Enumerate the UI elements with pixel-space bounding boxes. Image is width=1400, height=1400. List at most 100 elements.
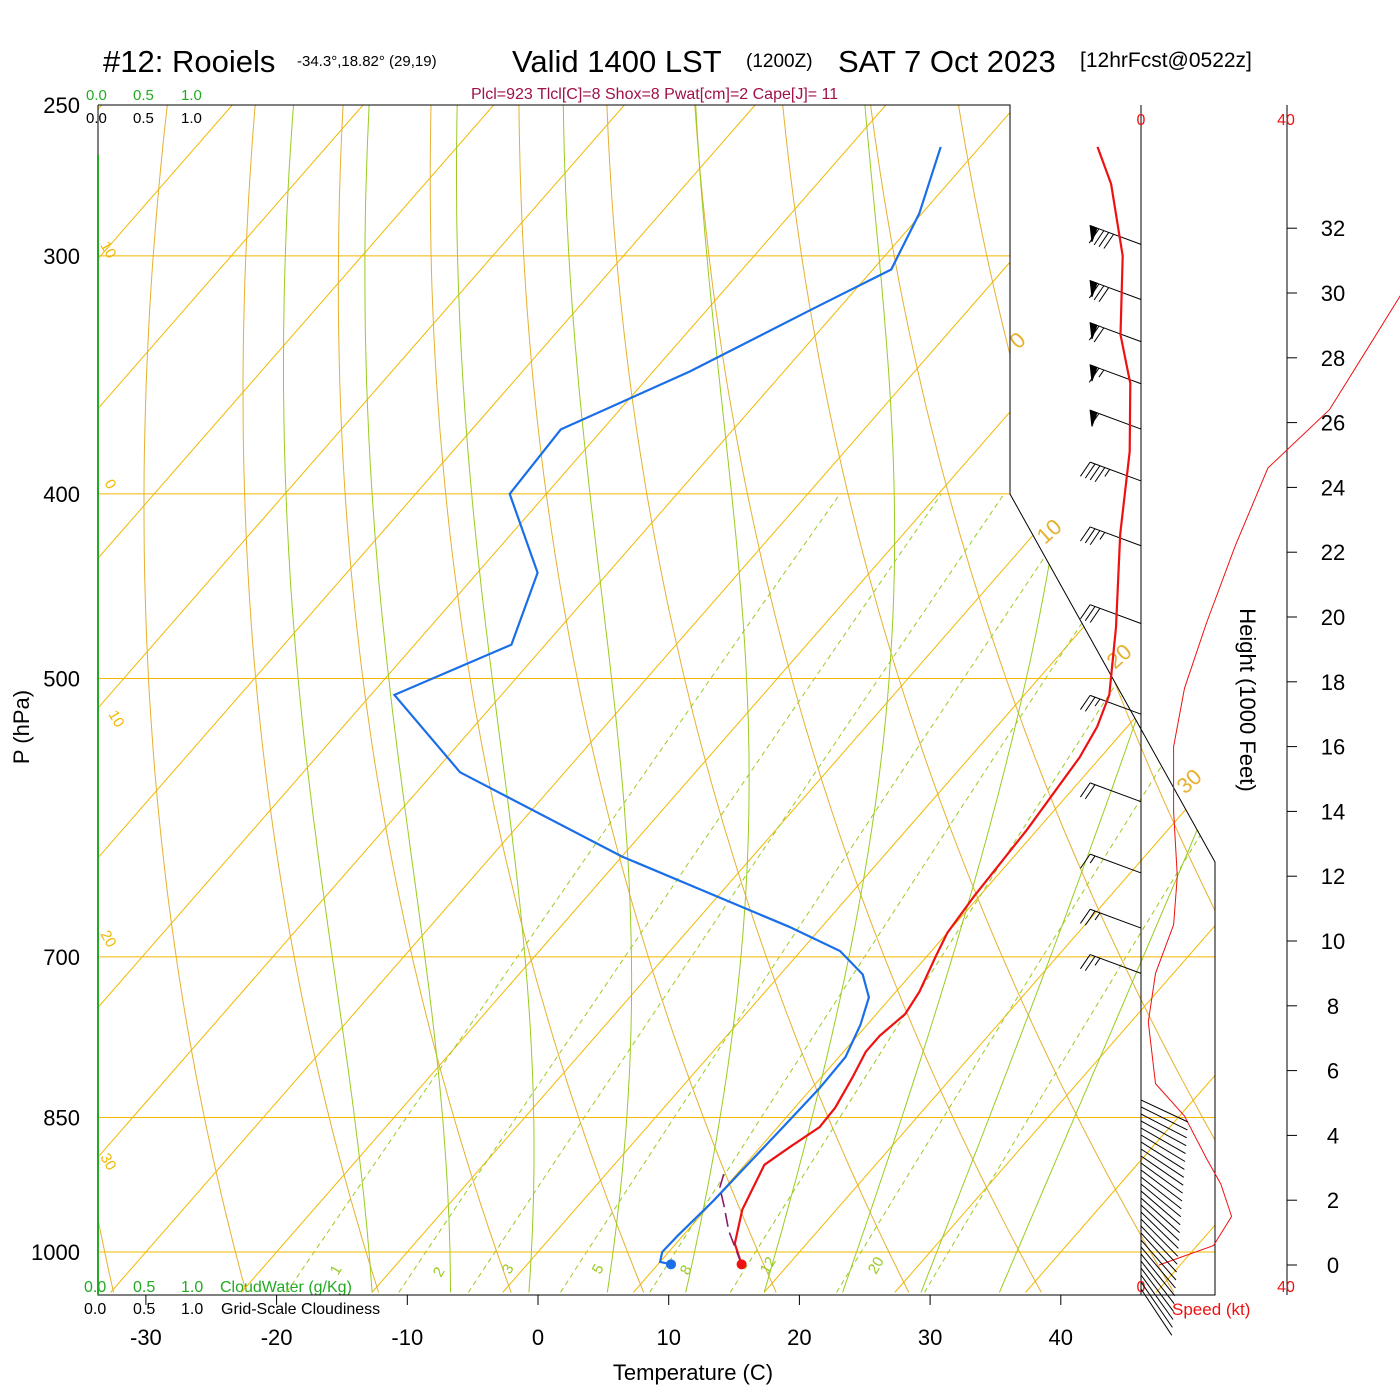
low-level-wind-hatch	[1140, 1218, 1179, 1257]
title-forecast: [12hrFcst@0522z]	[1080, 49, 1252, 72]
wind-barb-flag	[1084, 956, 1096, 971]
title-station: #12: Rooiels	[103, 44, 275, 79]
dry-adiabat-line	[782, 105, 1175, 1293]
wind-barb-staff	[1089, 853, 1142, 874]
isotherm-line	[763, 105, 1215, 1293]
wind-barb-staff	[1089, 322, 1142, 343]
height-tick-label: 26	[1321, 411, 1345, 436]
wind-barb-flag	[1084, 910, 1096, 926]
dry-adiabat-line	[143, 105, 247, 1293]
low-level-wind-hatch	[1140, 1288, 1173, 1336]
wind-barb-staff	[1089, 409, 1142, 430]
temp-tick-label: 30	[918, 1325, 942, 1350]
mixing-ratio-label: 20	[865, 1254, 888, 1277]
cloudwater-tick: 0.0	[86, 87, 107, 104]
wind-barb-flag	[1084, 606, 1096, 621]
wind-barb-flag	[1080, 853, 1091, 869]
height-tick-label: 4	[1327, 1123, 1339, 1148]
dry-adiabat-line	[1133, 105, 1215, 1293]
x-axis-label: Temperature (C)	[613, 1360, 773, 1385]
low-level-wind-hatch	[1140, 1127, 1186, 1155]
wind-barb-flag	[1088, 283, 1100, 299]
low-level-wind-hatch	[1140, 1281, 1173, 1328]
wind-barb-staff	[1089, 526, 1142, 547]
wind-barb-half-flag	[1094, 912, 1101, 921]
cloudwater-scale-top: 0.0 0.5 1.0	[86, 87, 202, 104]
moist-adiabat-line	[456, 105, 535, 1293]
dry-adiabat-line	[242, 105, 380, 1293]
low-level-wind-hatch	[1140, 1176, 1182, 1210]
wind-barb	[1080, 694, 1142, 715]
wind-barb-staff	[1089, 954, 1142, 974]
wind-barb-half-flag	[1098, 369, 1105, 378]
speed-tick-label-top: 40	[1277, 112, 1295, 129]
wind-barb	[1088, 322, 1142, 343]
wind-panel: 0246810121416182022242628303200404080801…	[1080, 105, 1400, 1336]
isotherm-edge-label: 30	[97, 1151, 120, 1174]
wind-barb	[1088, 224, 1142, 249]
mixing-ratio-line	[286, 493, 841, 1293]
cloudiness-tick: 0.5	[133, 110, 154, 127]
wind-speed-profile	[1147, 295, 1400, 1266]
wind-barb	[1088, 279, 1142, 303]
pressure-tick-label: 500	[43, 667, 80, 692]
mixing-ratio-line	[649, 493, 1168, 1293]
mixing-ratio-label: 12	[757, 1254, 780, 1277]
height-tick-label: 2	[1327, 1188, 1339, 1213]
wind-barb-flag	[1084, 528, 1096, 544]
height-tick-label: 20	[1321, 605, 1345, 630]
low-level-wind-hatch	[1140, 1162, 1183, 1194]
wind-barb	[1080, 853, 1142, 874]
wind-barb-staff	[1089, 225, 1142, 245]
wind-barb-staff	[1089, 694, 1142, 715]
cloudwater-label: CloudWater (g/Kg)	[220, 1279, 352, 1296]
dry-adiabat-label: 10	[1032, 514, 1067, 549]
low-level-wind-hatch	[1140, 1120, 1187, 1147]
wind-barb	[1080, 782, 1142, 803]
indices-line: Plcl=923 Tlcl[C]=8 Shox=8 Pwat[cm]=2 Cap…	[471, 86, 838, 103]
cloudwater-tick: 0.5	[133, 1279, 155, 1296]
low-level-wind-hatch	[1140, 1197, 1180, 1233]
temp-tick-label: -20	[261, 1325, 293, 1350]
wind-barb	[1080, 604, 1142, 624]
cloudiness-label: Grid-Scale Cloudiness	[221, 1301, 380, 1318]
temp-tick-label: -10	[391, 1325, 423, 1350]
title-valid: Valid 1400 LST	[512, 44, 722, 79]
wind-barb-flag	[1089, 608, 1101, 623]
wind-barb	[1080, 526, 1142, 547]
isotherm-edge-label: 20	[97, 928, 120, 951]
isotherm-edge-label: 10	[105, 708, 128, 731]
wind-barb-flag	[1080, 954, 1091, 970]
low-level-wind-hatch	[1140, 1148, 1185, 1178]
wind-barb-flag	[1084, 696, 1096, 712]
height-tick-label: 30	[1321, 281, 1345, 306]
wind-barb-flag	[1089, 530, 1101, 546]
height-tick-label: 18	[1321, 670, 1345, 695]
height-tick-label: 12	[1321, 864, 1345, 889]
temperature-profile-line	[733, 146, 1132, 1265]
moist-adiabat-line	[685, 105, 750, 1293]
y-axis-label: P (hPa)	[9, 690, 34, 764]
height-tick-label: 10	[1321, 929, 1345, 954]
moist-adiabat-line	[920, 105, 1215, 1293]
cloudiness-scale-bottom: 0.0 0.5 1.0 Grid-Scale Cloudiness	[84, 1301, 380, 1318]
moist-adiabat-line	[364, 105, 451, 1293]
wind-barb-half-flag	[1099, 532, 1106, 540]
height-tick-label: 22	[1321, 540, 1345, 565]
speed-tick-label-bottom: 40	[1277, 1279, 1295, 1296]
pressure-tick-label: 300	[43, 244, 80, 269]
pressure-tick-label: 700	[43, 945, 80, 970]
wind-barb-flag	[1080, 526, 1091, 542]
speed-axis-label: Speed (kt)	[1172, 1300, 1250, 1319]
wind-barb	[1080, 908, 1142, 929]
low-level-wind-hatch	[1140, 1190, 1181, 1226]
mixing-ratio-label: 1	[327, 1262, 346, 1278]
pressure-tick-label: 250	[43, 93, 80, 118]
mixing-ratio-label: 5	[589, 1261, 608, 1277]
isotherm-line	[98, 105, 1017, 1293]
speed-tick-label-bottom: 0	[1137, 1279, 1146, 1296]
wind-barb-flag	[1098, 287, 1110, 303]
height-tick-label: 14	[1321, 799, 1345, 824]
wind-barb-flag	[1080, 782, 1091, 798]
low-level-wind-hatch	[1140, 1260, 1175, 1305]
